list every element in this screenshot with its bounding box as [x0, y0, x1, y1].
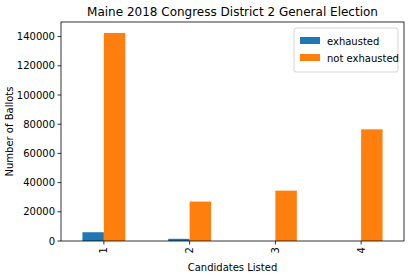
title: Maine 2018 Congress District 2 General E… — [87, 5, 378, 19]
legend: exhausted not exhausted — [294, 28, 399, 72]
y-tick — [58, 95, 62, 96]
bar — [190, 202, 211, 241]
y-tick-label: 140000 — [17, 31, 55, 42]
y-tick-label: 60000 — [23, 148, 55, 159]
y-tick-label: 20000 — [23, 206, 55, 217]
y-tick-label: 80000 — [23, 119, 55, 130]
x-tick — [189, 241, 190, 245]
x-tick-label: 1 — [98, 247, 109, 253]
legend-swatch — [300, 37, 320, 44]
bar — [104, 33, 125, 241]
y-tick-label: 40000 — [23, 177, 55, 188]
legend-label: not exhausted — [327, 53, 399, 64]
y-tick — [58, 36, 62, 37]
x-tick-label: 4 — [356, 247, 367, 253]
plot-frame — [61, 22, 404, 241]
bar — [275, 191, 296, 241]
y-tick — [58, 211, 62, 212]
bar — [82, 232, 103, 241]
legend-box — [294, 28, 398, 72]
y-axis-label: Number of Ballots — [4, 87, 15, 177]
y-tick — [58, 153, 62, 154]
y-tick — [58, 241, 62, 242]
x-tick — [275, 241, 276, 245]
y-tick-label: 0 — [49, 236, 55, 247]
x-tick-label: 3 — [270, 247, 281, 253]
x-axis-label: Candidates Listed — [188, 262, 278, 273]
y-tick — [58, 182, 62, 183]
y-tick — [58, 124, 62, 125]
legend-swatch — [300, 54, 320, 61]
x-tick — [103, 241, 104, 245]
x-tick-label: 2 — [184, 247, 195, 253]
y-tick-label: 100000 — [17, 90, 55, 101]
bar — [361, 129, 382, 241]
legend-label: exhausted — [327, 36, 379, 47]
y-tick-label: 120000 — [17, 60, 55, 71]
chart: 0 20000 40000 60000 80000 100000 120000 140000 1… — [0, 0, 411, 275]
x-tick — [361, 241, 362, 245]
y-tick — [58, 65, 62, 66]
background — [0, 0, 411, 275]
